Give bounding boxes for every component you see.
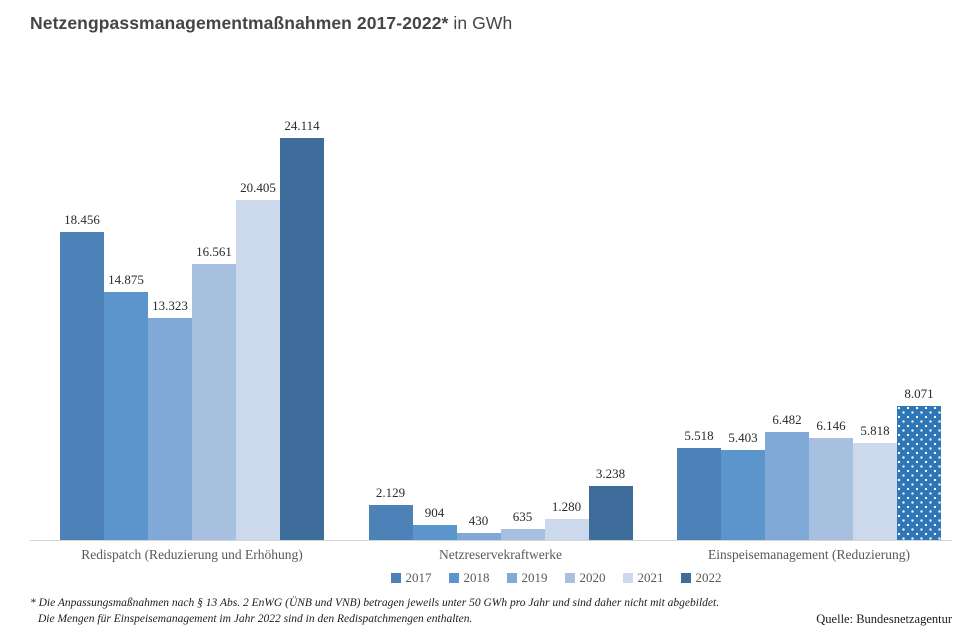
- bar-2018-category-1: [412, 524, 457, 540]
- legend-label-2022: 2022: [695, 570, 722, 585]
- bar-cell-2017-0: 18.456: [60, 212, 104, 540]
- bar-cell-2020-1: 635: [500, 509, 545, 540]
- legend-swatch-2022: [680, 573, 691, 583]
- bar-cell-2017-1: 2.129: [368, 484, 413, 540]
- legend: 2017 2018 2019 2020 2021 2022: [0, 570, 980, 586]
- bar-2022-category-0: [280, 138, 324, 540]
- legend-label-2021: 2021: [637, 570, 664, 585]
- bar-2019-category-2: [765, 432, 809, 540]
- legend-label-2019: 2019: [521, 570, 548, 585]
- bar-value-label: 1.280: [551, 498, 582, 514]
- x-axis-line: [30, 540, 952, 541]
- category-label-2: Einspeisemanagement (Reduzierung): [707, 547, 911, 562]
- bar-2018-category-2: [721, 450, 765, 540]
- legend-item-2017: 2017: [390, 570, 432, 586]
- footnote-line2: Die Mengen für Einspeisemanagement im Ja…: [38, 612, 473, 625]
- bar-value-label: 2.129: [375, 484, 406, 500]
- bar-value-label: 14.875: [108, 272, 144, 288]
- chart-title-unit: in GWh: [448, 13, 513, 33]
- category-label-1: Netzreservekraftwerke: [439, 547, 562, 562]
- bar-cell-2019-2: 6.482: [765, 412, 809, 540]
- legend-item-2020: 2020: [564, 570, 606, 586]
- legend-item-2022: 2022: [680, 570, 722, 586]
- bar-cell-2018-2: 5.403: [721, 430, 765, 540]
- bar-value-label: 8.071: [904, 385, 934, 401]
- chart-footer: * Die Anpassungsmaßnahmen nach § 13 Abs.…: [30, 596, 952, 627]
- chart-title: Netzengpassmanagementmaßnahmen 2017-2022…: [0, 0, 980, 34]
- bar-2019-category-0: [148, 317, 192, 540]
- bar-cell-2022-0: 24.114: [280, 118, 324, 540]
- bar-2021-category-1: [544, 518, 589, 540]
- bar-cell-2019-1: 430: [456, 512, 501, 540]
- bar-cell-2021-1: 1.280: [544, 498, 589, 540]
- bar-value-label: 3.238: [595, 466, 626, 481]
- footnote-line1: * Die Anpassungsmaßnahmen nach § 13 Abs.…: [30, 597, 720, 609]
- bar-value-label: 5.518: [684, 428, 714, 443]
- bar-cell-2020-2: 6.146: [809, 418, 853, 540]
- bar-value-label: 6.146: [816, 417, 846, 433]
- bar-cell-2021-0: 20.405: [236, 180, 280, 540]
- category-axis: Redispatch (Reduzierung und Erhöhung) Net…: [60, 547, 941, 563]
- bar-cell-2018-0: 14.875: [104, 272, 148, 540]
- legend-label-2018: 2018: [463, 570, 490, 585]
- bar-value-label: 6.482: [772, 412, 802, 427]
- legend-swatch-2018: [448, 573, 459, 583]
- bar-value-label: 635: [512, 509, 533, 525]
- legend-item-2019: 2019: [506, 570, 548, 586]
- bar-cell-2022-2: 8.071: [897, 385, 941, 540]
- bar-value-label: 5.403: [728, 430, 758, 445]
- legend-swatch-2020: [564, 573, 575, 583]
- legend-label-2017: 2017: [405, 570, 432, 585]
- footnote: * Die Anpassungsmaßnahmen nach § 13 Abs.…: [30, 596, 719, 627]
- legend-swatch-2019: [506, 573, 517, 583]
- legend-label-2020: 2020: [579, 570, 606, 585]
- bar-2017-category-2: [677, 448, 721, 540]
- bar-2022-category-1: [588, 486, 633, 540]
- bar-cell-2021-2: 5.818: [853, 423, 897, 540]
- bar-value-label: 24.114: [284, 118, 320, 134]
- chart-title-main: Netzengpassmanagementmaßnahmen 2017-2022…: [30, 13, 449, 33]
- bar-cell-2018-1: 904: [412, 504, 457, 540]
- bar-2019-category-1: [456, 532, 501, 540]
- bar-2018-category-0: [104, 292, 148, 540]
- source-credit: Quelle: Bundesnetzagentur: [816, 612, 952, 627]
- bar-2020-category-2: [809, 437, 853, 540]
- legend-item-2018: 2018: [448, 570, 490, 586]
- bar-2020-category-0: [192, 264, 236, 540]
- bar-value-label: 904: [424, 504, 445, 520]
- bar-group-2: 5.518 5.403 6.482 6.146 5.818 8.071: [677, 385, 941, 540]
- bar-2020-category-1: [500, 529, 545, 540]
- bar-2017-category-1: [368, 504, 413, 540]
- legend-item-2021: 2021: [622, 570, 664, 586]
- bar-group-0: 18.456 14.875 13.323 16.561 20.405 24.114: [60, 118, 324, 540]
- bar-2021-category-2: [853, 443, 897, 540]
- bar-cell-2019-0: 13.323: [148, 298, 192, 540]
- bar-cell-2020-0: 16.561: [192, 244, 236, 540]
- bar-2021-category-0: [236, 199, 280, 540]
- bar-value-label: 20.405: [240, 179, 276, 195]
- bar-cell-2022-1: 3.238: [588, 466, 633, 540]
- category-label-0: Redispatch (Reduzierung und Erhöhung): [81, 547, 303, 562]
- legend-swatch-2021: [622, 573, 633, 583]
- bar-value-label: 430: [468, 512, 489, 528]
- bar-2017-category-0: [60, 232, 104, 540]
- bar-value-label: 18.456: [64, 212, 100, 228]
- plot-area: 18.456 14.875 13.323 16.561 20.405 24.114 2.12…: [60, 34, 941, 540]
- bar-group-1: 2.129 904 430 635 1.280 3.238: [368, 466, 633, 540]
- bar-value-label: 13.323: [152, 297, 188, 313]
- bar-value-label: 5.818: [860, 423, 890, 438]
- legend-swatch-2017: [390, 573, 401, 583]
- bar-value-label: 16.561: [196, 244, 232, 259]
- bar-cell-2017-2: 5.518: [677, 428, 721, 540]
- bar-2022-category-2: [897, 405, 941, 540]
